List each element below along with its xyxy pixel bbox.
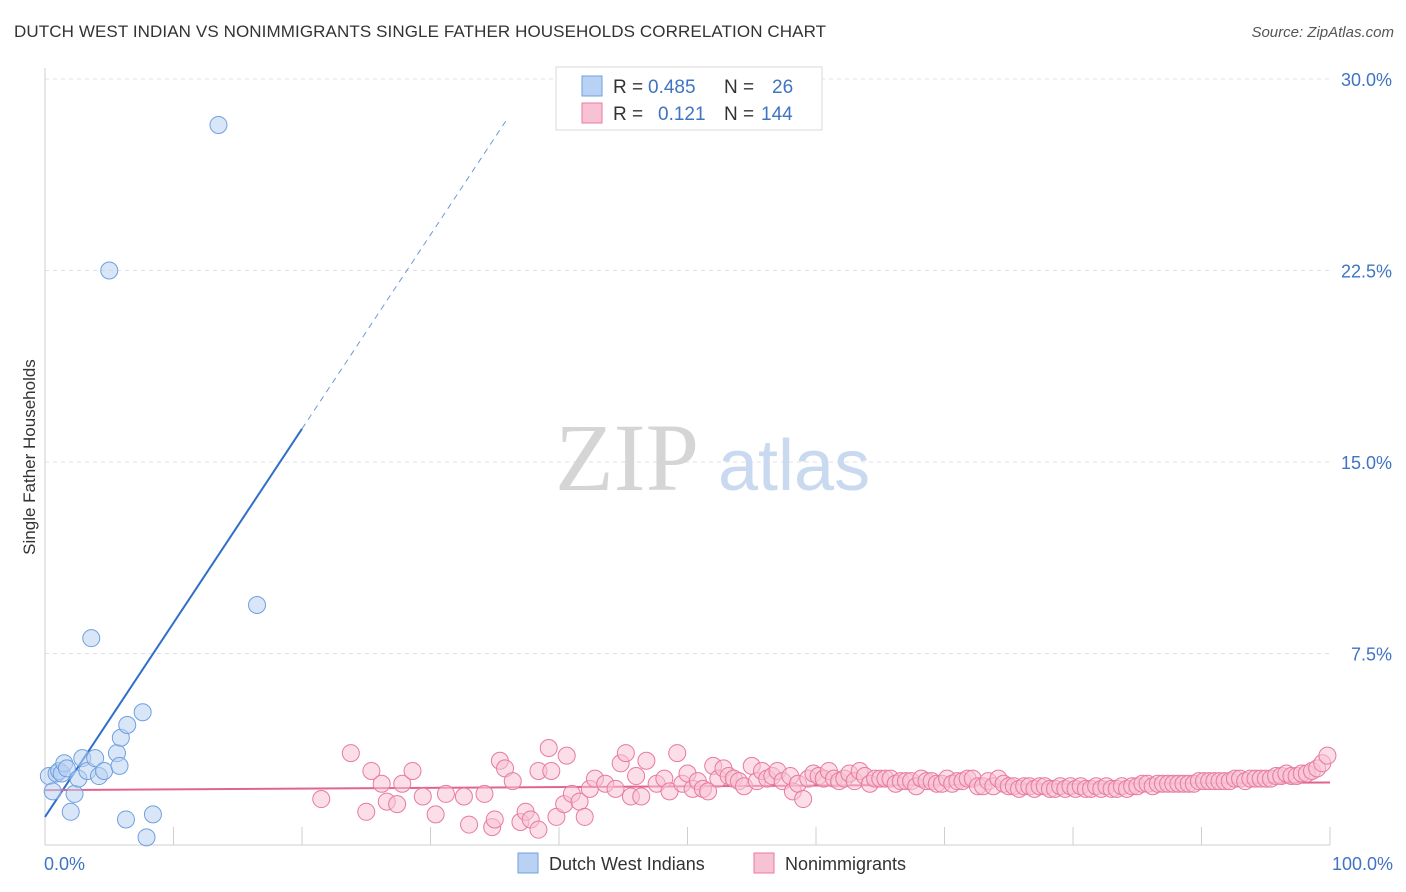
y-tick-label: 22.5% <box>1341 262 1392 282</box>
point-nonimmigrants <box>575 807 594 826</box>
point-nonimmigrants <box>632 787 651 806</box>
point-nonimmigrants <box>312 790 331 809</box>
point-nonimmigrants <box>341 744 360 763</box>
point-dutch-west-indians <box>110 756 129 775</box>
legend-n-label: N = <box>724 104 754 125</box>
point-nonimmigrants <box>475 784 494 803</box>
point-nonimmigrants <box>436 784 455 803</box>
watermark-atlas: atlas <box>718 426 870 506</box>
point-nonimmigrants <box>460 815 479 834</box>
legend-box: R = 0.485 N = 26 R = 0.121 N = 144 <box>555 66 823 131</box>
grid-lines <box>45 78 1330 654</box>
legend-r-label: R = <box>613 77 643 98</box>
point-nonimmigrants <box>616 744 635 763</box>
bottom-legend-label: Dutch West Indians <box>549 854 705 874</box>
point-nonimmigrants <box>794 790 813 809</box>
point-dutch-west-indians <box>143 805 162 824</box>
point-dutch-west-indians <box>61 802 80 821</box>
x-tick-label: 100.0% <box>1332 854 1393 874</box>
legend-swatch-blue <box>581 75 603 97</box>
point-dutch-west-indians <box>209 115 228 134</box>
point-nonimmigrants <box>426 805 445 824</box>
point-nonimmigrants <box>413 787 432 806</box>
point-nonimmigrants <box>637 751 656 770</box>
chart-title: DUTCH WEST INDIAN VS NONIMMIGRANTS SINGL… <box>14 22 827 41</box>
point-nonimmigrants <box>606 779 625 798</box>
point-dutch-west-indians <box>57 759 76 778</box>
point-nonimmigrants <box>557 746 576 765</box>
watermark: ZIP atlas <box>555 404 870 511</box>
y-tick-label: 30.0% <box>1341 70 1392 90</box>
point-dutch-west-indians <box>137 828 156 847</box>
point-dutch-west-indians <box>82 629 101 648</box>
point-dutch-west-indians <box>95 761 114 780</box>
point-nonimmigrants <box>503 772 522 791</box>
point-dutch-west-indians <box>116 810 135 829</box>
x-tick-label: 0.0% <box>44 854 85 874</box>
point-dutch-west-indians <box>248 595 267 614</box>
legend-r-value: 0.485 <box>648 77 696 98</box>
y-tick-label: 15.0% <box>1341 453 1392 473</box>
point-nonimmigrants <box>668 744 687 763</box>
point-nonimmigrants <box>539 738 558 757</box>
chart-source: Source: ZipAtlas.com <box>1251 24 1394 41</box>
bottom-legend: Dutch West Indians Nonimmigrants <box>517 852 906 874</box>
trend-line-extension <box>301 118 509 430</box>
point-nonimmigrants <box>403 761 422 780</box>
y-axis-label: Single Father Households <box>20 359 39 555</box>
tick-labels: 7.5% 15.0% 22.5% 30.0% 0.0% 100.0% <box>44 70 1393 874</box>
legend-n-value: 144 <box>761 104 793 125</box>
point-nonimmigrants <box>388 795 407 814</box>
legend-r-value: 0.121 <box>658 104 706 125</box>
legend-n-value: 26 <box>772 77 793 98</box>
bottom-legend-swatch-blue <box>517 852 539 874</box>
axes <box>44 68 1331 846</box>
y-tick-label: 7.5% <box>1351 645 1392 665</box>
point-nonimmigrants <box>1318 746 1337 765</box>
bottom-legend-label: Nonimmigrants <box>785 854 906 874</box>
point-nonimmigrants <box>362 761 381 780</box>
point-nonimmigrants <box>372 774 391 793</box>
data-points <box>39 115 1337 847</box>
bottom-legend-swatch-pink <box>753 852 775 874</box>
point-nonimmigrants <box>699 782 718 801</box>
point-dutch-west-indians <box>118 715 137 734</box>
point-nonimmigrants <box>357 802 376 821</box>
point-dutch-west-indians <box>100 261 119 280</box>
legend-swatch-pink <box>581 102 603 124</box>
point-nonimmigrants <box>485 810 504 829</box>
point-nonimmigrants <box>542 761 561 780</box>
point-dutch-west-indians <box>65 784 84 803</box>
point-dutch-west-indians <box>133 703 152 722</box>
legend-n-label: N = <box>724 77 754 98</box>
point-nonimmigrants <box>627 767 646 786</box>
point-nonimmigrants <box>454 787 473 806</box>
legend-r-label: R = <box>613 104 643 125</box>
point-nonimmigrants <box>529 820 548 839</box>
point-nonimmigrants <box>393 774 412 793</box>
watermark-zip: ZIP <box>555 404 699 511</box>
point-dutch-west-indians <box>43 782 62 801</box>
point-dutch-west-indians <box>86 749 105 768</box>
